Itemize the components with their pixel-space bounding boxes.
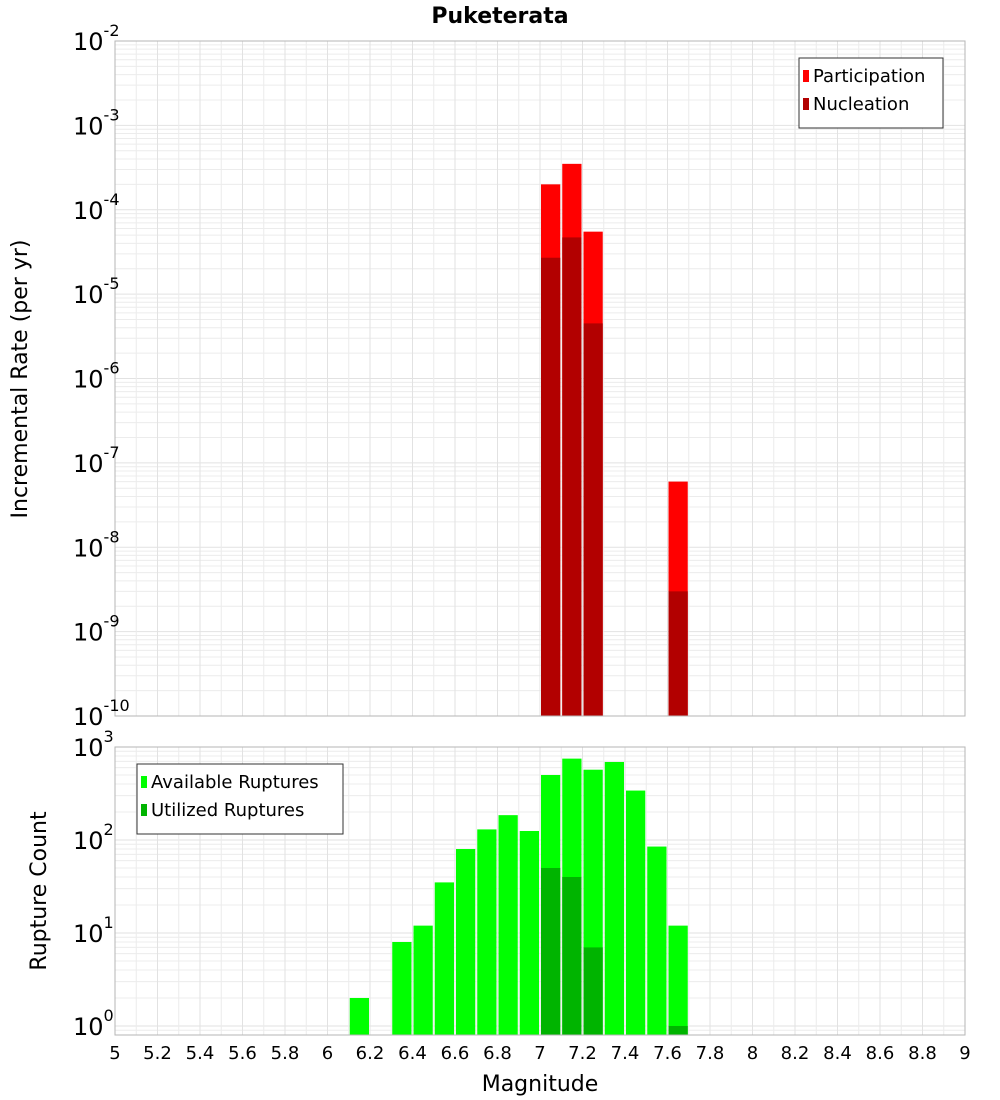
bar xyxy=(647,846,667,1035)
bar xyxy=(541,867,561,1035)
x-tick-label: 8.8 xyxy=(908,1043,937,1064)
bar xyxy=(498,815,518,1035)
x-tick-label: 6.4 xyxy=(398,1043,427,1064)
bar xyxy=(583,323,603,716)
x-tick-label: 8.6 xyxy=(866,1043,895,1064)
bar xyxy=(604,761,624,1035)
top-y-ticks: 10-10 10-9 10-8 10-7 10-6 10-5 10-4 10-3 10-2 xyxy=(73,21,130,731)
bar xyxy=(434,882,454,1035)
bar xyxy=(583,947,603,1035)
top-panel: 10-10 10-9 10-8 10-7 10-6 10-5 10-4 10-3 10-2 In… xyxy=(8,21,966,731)
bar xyxy=(562,877,582,1035)
legend-swatch xyxy=(803,98,809,110)
y-tick-label: 10-6 xyxy=(73,359,120,394)
bar xyxy=(519,830,539,1035)
y-tick-label: 10-3 xyxy=(73,105,120,140)
x-tick-label: 9 xyxy=(959,1043,970,1064)
bottom-y-ticks: 100 101 102 103 xyxy=(73,727,114,1041)
top-grid xyxy=(114,41,966,717)
x-tick-label: 6.8 xyxy=(483,1043,512,1064)
x-tick-label: 8 xyxy=(747,1043,758,1064)
bar xyxy=(626,790,646,1035)
x-ticks: 5 5.2 5.4 5.6 5.8 6 6.2 6.4 6.6 6.8 7 7.2 7.4 7.6 7.8 8… xyxy=(109,1043,970,1064)
top-plot-frame xyxy=(114,40,966,717)
legend-swatch xyxy=(803,70,809,82)
bar xyxy=(413,925,433,1035)
x-tick-label: 6.6 xyxy=(441,1043,470,1064)
x-tick-label: 5 xyxy=(109,1043,120,1064)
bottom-plot-frame xyxy=(114,746,966,1036)
x-tick-label: 5.6 xyxy=(228,1043,257,1064)
x-tick-label: 8.2 xyxy=(781,1043,810,1064)
bar xyxy=(456,849,476,1035)
x-tick-label: 7.4 xyxy=(611,1043,640,1064)
y-tick-label: 103 xyxy=(73,727,114,762)
x-tick-label: 7.2 xyxy=(568,1043,597,1064)
bar xyxy=(562,237,582,716)
x-tick-label: 5.4 xyxy=(186,1043,215,1064)
y-tick-label: 10-9 xyxy=(73,612,120,647)
y-tick-label: 10-2 xyxy=(73,21,120,56)
y-tick-label: 102 xyxy=(73,820,114,855)
y-tick-label: 10-7 xyxy=(73,443,120,478)
bottom-legend: Available Ruptures Utilized Ruptures xyxy=(136,763,344,835)
bottom-y-axis-label: Rupture Count xyxy=(27,811,52,971)
x-tick-label: 7 xyxy=(534,1043,545,1064)
y-tick-label: 10-10 xyxy=(73,696,130,731)
bar xyxy=(541,257,561,716)
legend-box xyxy=(798,57,944,129)
bar xyxy=(392,942,412,1035)
top-legend: Participation Nucleation xyxy=(798,57,944,129)
bar xyxy=(668,925,688,1035)
legend-label: Participation xyxy=(813,66,925,87)
chart-title: Puketerata xyxy=(431,4,568,29)
legend-label: Available Ruptures xyxy=(151,772,319,793)
bar xyxy=(349,997,369,1035)
y-tick-label: 101 xyxy=(73,913,114,948)
bottom-panel: 100 101 102 103 Rupture Count Available Rup… xyxy=(27,727,966,1041)
top-y-axis-label: Incremental Rate (per yr) xyxy=(8,240,33,519)
legend-swatch xyxy=(141,804,147,816)
y-tick-label: 10-5 xyxy=(73,274,120,309)
bar xyxy=(477,829,497,1035)
x-tick-label: 6 xyxy=(322,1043,333,1064)
x-tick-label: 8.4 xyxy=(823,1043,852,1064)
legend-box xyxy=(136,763,344,835)
x-tick-label: 5.2 xyxy=(143,1043,172,1064)
y-tick-label: 10-4 xyxy=(73,190,120,225)
legend-label: Utilized Ruptures xyxy=(151,800,304,821)
x-tick-label: 7.8 xyxy=(696,1043,725,1064)
top-bars xyxy=(541,163,688,717)
y-tick-label: 100 xyxy=(73,1006,114,1041)
x-tick-label: 7.6 xyxy=(653,1043,682,1064)
x-axis-label: Magnitude xyxy=(482,1072,599,1097)
y-tick-label: 10-8 xyxy=(73,527,120,562)
legend-label: Nucleation xyxy=(813,94,909,115)
bar xyxy=(668,1025,688,1035)
x-tick-label: 6.2 xyxy=(356,1043,385,1064)
x-tick-label: 5.8 xyxy=(271,1043,300,1064)
legend-swatch xyxy=(141,776,147,788)
bottom-bars xyxy=(349,758,688,1035)
bar xyxy=(668,591,688,716)
